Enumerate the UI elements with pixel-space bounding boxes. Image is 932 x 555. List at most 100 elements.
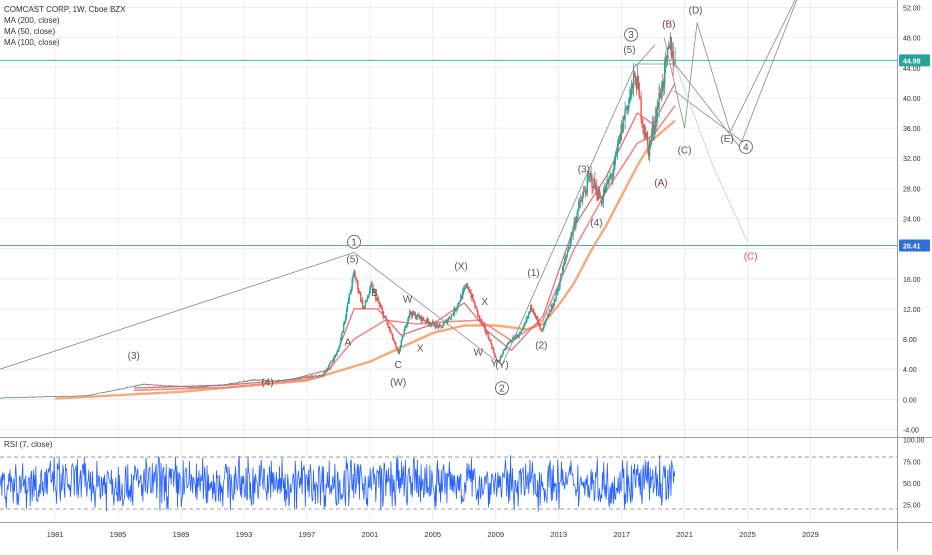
candle-body [254, 379, 256, 380]
candle-body [605, 183, 607, 192]
candle-body [297, 378, 300, 380]
candle-body [371, 284, 373, 286]
candle-body [124, 387, 127, 389]
candle-body [540, 329, 542, 331]
candle-body [181, 386, 183, 388]
wave-label: (W) [390, 377, 406, 388]
candle-body [175, 385, 178, 387]
candle-body [603, 188, 605, 194]
candle-body [125, 387, 128, 389]
candle-body [311, 375, 314, 377]
candle-body [348, 293, 351, 301]
candle-body [39, 396, 42, 398]
candle-body [225, 384, 228, 385]
wave-label: (5) [623, 45, 635, 56]
candle-body [201, 386, 203, 388]
candle-body [38, 396, 40, 398]
candle-body [188, 387, 190, 388]
candle-body [140, 384, 143, 386]
candle-body [139, 384, 141, 386]
candle-body [562, 264, 565, 267]
candle-body [330, 361, 333, 362]
candle-body [15, 397, 17, 398]
candle-body [312, 376, 315, 377]
candle-body [573, 222, 575, 229]
candle-body [241, 381, 243, 383]
candle-body [270, 380, 272, 382]
candle-body [289, 379, 291, 380]
candle-body [357, 281, 359, 291]
candle-body [320, 375, 322, 377]
candle-body [505, 346, 507, 350]
candle-body [463, 287, 466, 290]
candle-body [189, 387, 191, 388]
candle-body [148, 384, 150, 386]
candle-body [608, 177, 610, 184]
ma200-legend[interactable]: MA (200, close) [4, 16, 60, 25]
candle-body [168, 385, 170, 387]
candle-body [68, 395, 70, 397]
candle-body [291, 379, 293, 380]
candle-body [59, 396, 62, 398]
candle-body [121, 388, 123, 390]
candle-body [200, 386, 202, 388]
candle-body [432, 321, 435, 323]
candle-body [280, 380, 283, 382]
candle-body [494, 353, 496, 357]
ma100-legend[interactable]: MA (100, close) [4, 38, 60, 47]
candle-body [207, 385, 210, 387]
candle-body [341, 332, 343, 338]
candle-body [184, 386, 186, 387]
candle-body [262, 380, 265, 381]
candle-body [328, 363, 331, 367]
candle-body [292, 378, 295, 380]
candle-body [644, 131, 646, 137]
wave-label-circle [347, 234, 362, 249]
ma50-legend[interactable]: MA (50, close) [4, 27, 56, 36]
candle-body [190, 386, 192, 388]
candle-body [247, 380, 250, 381]
candle-body [276, 380, 279, 382]
wave-label: (3) [128, 351, 140, 362]
x-tick-label: 1989 [173, 530, 190, 539]
candle-body [384, 316, 386, 318]
x-tick-label: 2013 [550, 530, 567, 539]
candle-body [669, 37, 672, 48]
candle-body [553, 299, 555, 306]
candle-body [227, 383, 230, 385]
candle-body [178, 386, 181, 387]
candle-body [367, 296, 369, 299]
candle-body [559, 281, 561, 288]
candle-body [3, 397, 5, 399]
candle-body [524, 322, 526, 325]
candle-body [512, 337, 515, 338]
candle-body [107, 391, 110, 392]
candle-body [493, 348, 495, 354]
candle-body [199, 386, 201, 388]
candle-body [105, 391, 108, 393]
x-tick-label: 2029 [802, 530, 819, 539]
candle-body [45, 396, 47, 397]
candle-body [84, 395, 86, 397]
candle-body [396, 348, 399, 352]
candle-body [638, 83, 640, 97]
candle-body [466, 283, 469, 287]
candle-body [241, 381, 244, 383]
candle-body [203, 386, 205, 388]
candle-body [582, 191, 585, 196]
candle-body [655, 116, 657, 123]
candle-body [253, 379, 255, 381]
candle-body [576, 217, 578, 219]
candle-body [36, 396, 38, 398]
candle-body [590, 172, 592, 176]
candle-body [128, 386, 131, 388]
candle-body [122, 388, 125, 390]
candle-body [21, 396, 24, 398]
candle-body [352, 274, 354, 280]
candle-body [409, 311, 411, 316]
candle-body [496, 360, 499, 362]
candle-body [359, 292, 361, 294]
candle-body [557, 288, 559, 292]
rsi-label[interactable]: RSI (7, close) [4, 440, 53, 449]
